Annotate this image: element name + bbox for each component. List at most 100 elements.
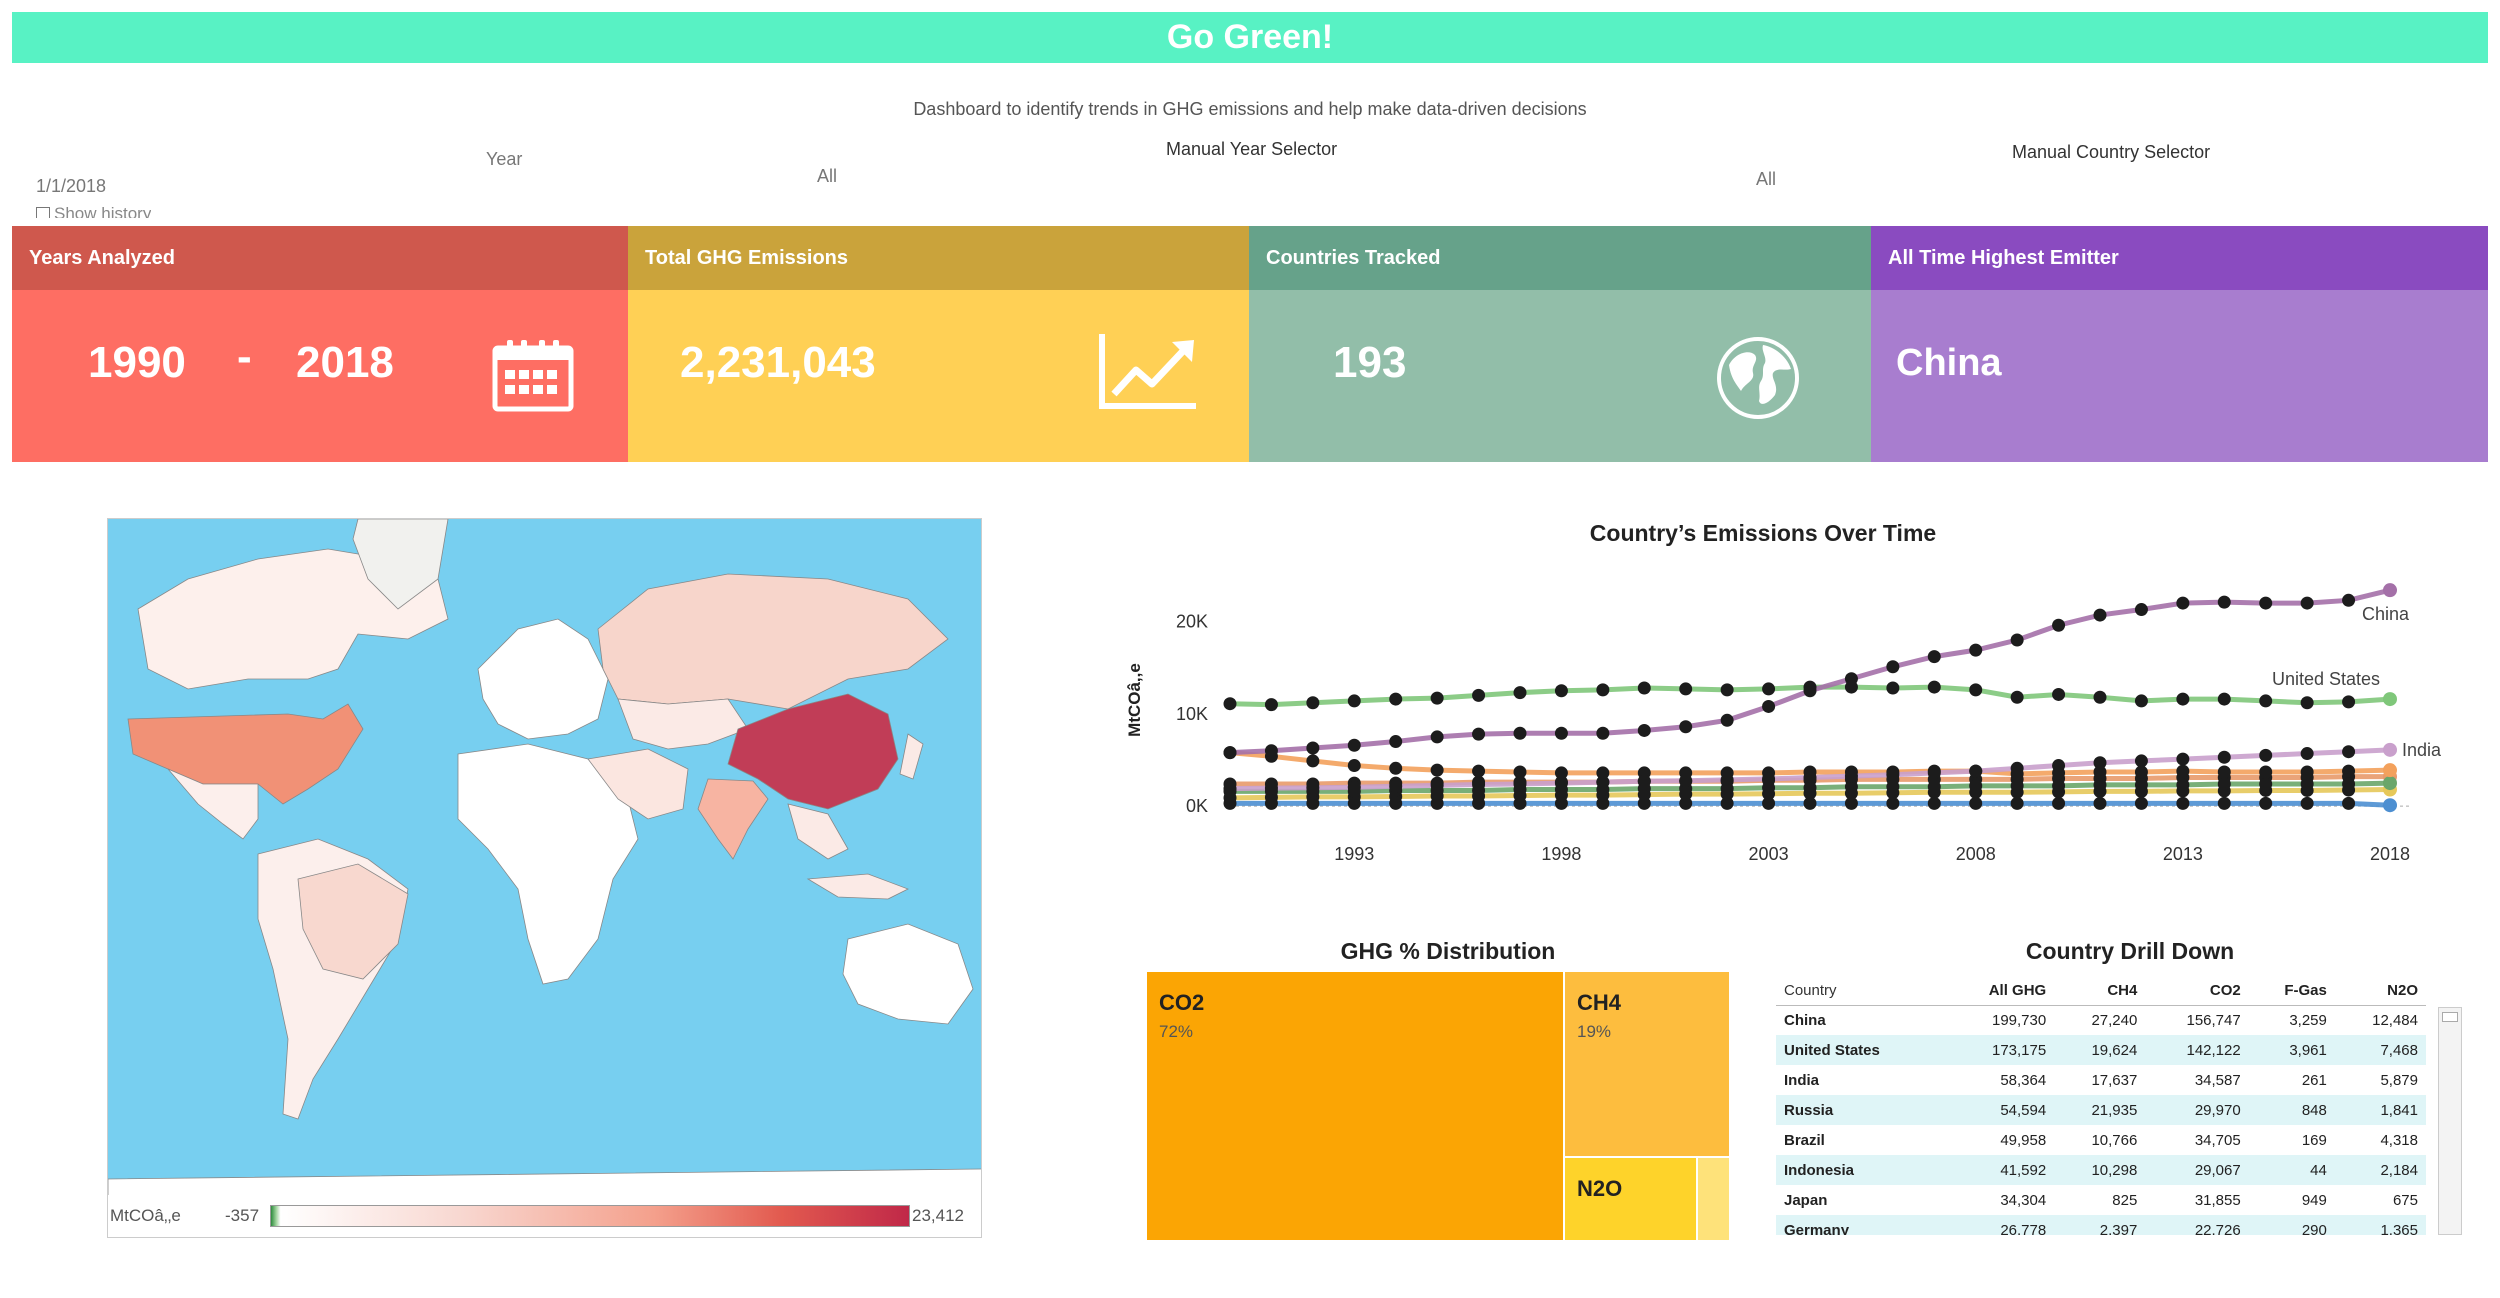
column-header[interactable]: CO2	[2145, 977, 2249, 1006]
map-india[interactable]	[697, 778, 769, 860]
data-point	[2176, 752, 2190, 766]
kpi-total-ghg: Total GHG Emissions 2,231,043	[628, 226, 1249, 462]
value-cell: 44	[2248, 1155, 2335, 1185]
column-header[interactable]: F-Gas	[2248, 977, 2335, 1006]
value-cell: 31,855	[2194, 1191, 2241, 1209]
emissions-line-chart[interactable]: 0K 10K 20K 1993 1998 2003 2008 2013 2018 MtCOâ‚‚e…	[1120, 570, 2460, 890]
country-drilldown-table[interactable]: Country All GHG CH4 CO2 F-Gas N2O China 199,73…	[1776, 977, 2466, 1235]
map-antarctica[interactable]	[108, 1168, 982, 1200]
legend-min: -357	[225, 1206, 260, 1225]
data-point	[2052, 779, 2066, 793]
treemap-cell-n2o[interactable]: N2O	[1564, 1157, 1697, 1241]
country-cell: Japan	[1784, 1191, 1828, 1209]
data-point	[2052, 687, 2066, 701]
table-row[interactable]: Indonesia 41,592 10,298 29,067 44 2,184	[1776, 1155, 2426, 1185]
data-point	[1513, 686, 1527, 700]
drilldown-scrollbar[interactable]	[2438, 1007, 2462, 1235]
value-cell: 27,240	[2091, 1011, 2138, 1029]
world-map[interactable]	[108, 519, 982, 1200]
data-point	[2342, 796, 2356, 810]
map-china[interactable]	[727, 693, 899, 810]
drilldown-scroll-thumb[interactable]	[2442, 1012, 2458, 1022]
country-filter-dropdown[interactable]: All	[1756, 169, 1777, 189]
series-line	[1229, 587, 2391, 756]
show-history-checkbox[interactable]	[36, 207, 50, 218]
kpi-years-analyzed: Years Analyzed 1990 - 2018	[12, 226, 628, 462]
column-header[interactable]: Country	[1776, 977, 1946, 1006]
map-central-asia[interactable]	[617, 698, 749, 750]
value-cell: 12,484	[2372, 1011, 2418, 1029]
column-header[interactable]: N2O	[2334, 977, 2426, 1006]
treemap-cell-ch4[interactable]: CH4 19%	[1564, 971, 1730, 1157]
data-point	[2342, 745, 2356, 759]
value-cell: 34,705	[2194, 1131, 2241, 1149]
table-row[interactable]: China 199,730 27,240 156,747 3,259 12,484	[1776, 1005, 2426, 1035]
table-row[interactable]: Japan 34,304 825 31,855 949 675	[1776, 1185, 2426, 1215]
table-row[interactable]: Germany 26,778 2,397 22,726 290 1,365	[1776, 1215, 2426, 1235]
country-cell: Russia	[1776, 1095, 1946, 1125]
map-greenland[interactable]	[352, 519, 449, 610]
map-europe[interactable]	[477, 618, 609, 740]
value-cell: 3,961	[2248, 1035, 2335, 1065]
treemap-cell-fgas[interactable]	[1697, 1157, 1730, 1241]
column-header[interactable]: All GHG	[1946, 977, 2055, 1006]
map-mexico[interactable]	[167, 768, 259, 840]
value-cell: 825	[2112, 1191, 2138, 1209]
data-point	[2217, 765, 2231, 779]
table-row[interactable]: Brazil 49,958 10,766 34,705 169 4,318	[1776, 1125, 2426, 1155]
map-canada[interactable]	[137, 548, 449, 690]
data-point	[2342, 695, 2356, 709]
data-point	[1513, 777, 1527, 791]
data-point	[1927, 766, 1941, 780]
data-point	[1472, 727, 1486, 741]
value-cell: 49,958	[2000, 1131, 2047, 1149]
data-point	[1513, 765, 1527, 779]
map-indonesia[interactable]	[806, 873, 909, 900]
data-point	[2010, 779, 2024, 793]
data-point	[1720, 796, 1734, 810]
data-point	[2383, 583, 2397, 598]
data-point	[1264, 781, 1278, 795]
treemap-title: GHG % Distribution	[1340, 938, 1556, 964]
year-filter-dropdown[interactable]: All	[817, 166, 838, 186]
data-point	[1679, 796, 1693, 810]
map-brazil[interactable]	[297, 863, 409, 980]
show-history-toggle[interactable]: Show history	[36, 204, 151, 218]
emissions-choropleth-map[interactable]: MtCOâ‚‚e -357 23,412	[107, 518, 982, 1238]
data-point	[1886, 796, 1900, 810]
data-point	[2093, 765, 2107, 779]
map-middle-east[interactable]	[587, 748, 689, 820]
data-point	[1844, 780, 1858, 794]
ghg-treemap[interactable]: CO2 72% CH4 19% N2O	[1146, 971, 1730, 1241]
data-point	[2383, 776, 2397, 791]
table-row[interactable]: Russia 54,594 21,935 29,970 848 1,841	[1776, 1095, 2426, 1125]
data-point	[2010, 796, 2024, 810]
data-point	[2176, 796, 2190, 810]
data-point	[1886, 780, 1900, 794]
country-cell: United States	[1776, 1035, 1946, 1065]
data-point	[1596, 766, 1610, 780]
value-cell: 34,587	[2194, 1071, 2241, 1089]
data-point	[1389, 761, 1403, 775]
data-point	[2217, 595, 2231, 609]
column-header[interactable]: CH4	[2054, 977, 2146, 1006]
dashboard-subtitle: Dashboard to identify trends in GHG emis…	[913, 99, 1587, 119]
map-australia[interactable]	[842, 923, 974, 1025]
show-history-label: Show history	[54, 204, 152, 218]
map-se-asia[interactable]	[787, 803, 849, 860]
data-point	[1679, 720, 1693, 734]
data-point	[1803, 781, 1817, 795]
data-point	[1803, 771, 1817, 785]
data-point	[2217, 750, 2231, 764]
treemap-cell-co2[interactable]: CO2 72%	[1146, 971, 1564, 1241]
data-point	[1886, 660, 1900, 674]
date-filter-value[interactable]: 1/1/2018	[36, 176, 107, 196]
table-row[interactable]: United States 173,175 19,624 142,122 3,961 7,…	[1776, 1035, 2426, 1065]
data-point	[1969, 796, 1983, 810]
data-point	[1264, 698, 1278, 712]
data-point	[1430, 763, 1444, 777]
table-row[interactable]: India 58,364 17,637 34,587 261 5,879	[1776, 1065, 2426, 1095]
data-point	[2217, 796, 2231, 810]
map-japan[interactable]	[899, 733, 924, 780]
data-point	[1927, 650, 1941, 664]
